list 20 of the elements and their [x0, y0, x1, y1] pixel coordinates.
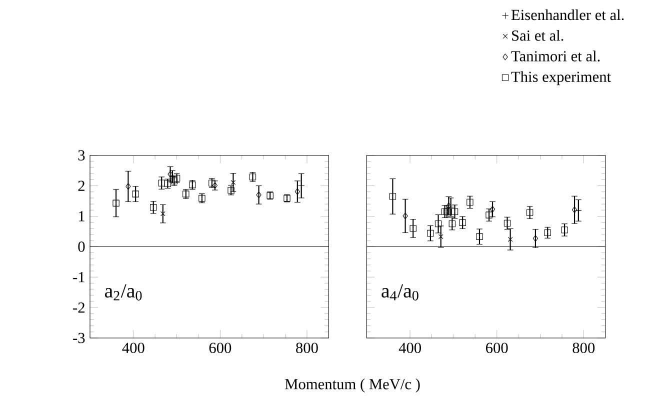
y-tick-label: 1: [78, 211, 84, 222]
x-tick-label: 800: [572, 342, 595, 354]
y-tick-label: -1: [73, 272, 84, 282]
x-axis-title: Momentum ( MeV/c ): [285, 378, 420, 392]
legend-label: Tanimori et al.: [511, 50, 600, 62]
y-tick-label: 0: [78, 242, 85, 252]
legend-label: This experiment: [511, 71, 611, 86]
legend-label: Sai et al.: [512, 30, 564, 41]
x-tick-label: 800: [296, 342, 318, 354]
y-tick-label: 2: [78, 180, 84, 191]
annotation: a$_{4}$/a$_{0}$: [382, 284, 418, 300]
y-tick-label: 3: [78, 150, 85, 160]
y-tick-label: -2: [73, 302, 84, 313]
x-tick-label: 600: [486, 342, 508, 354]
annotation: a$_{2}$/a$_{0}$: [104, 284, 142, 300]
x-tick-label: 600: [209, 342, 232, 354]
x-tick-label: 400: [122, 342, 144, 354]
x-tick-label: 400: [398, 342, 421, 354]
legend-label: Eisenhandler et al.: [511, 9, 624, 20]
y-tick-label: -3: [73, 332, 85, 344]
